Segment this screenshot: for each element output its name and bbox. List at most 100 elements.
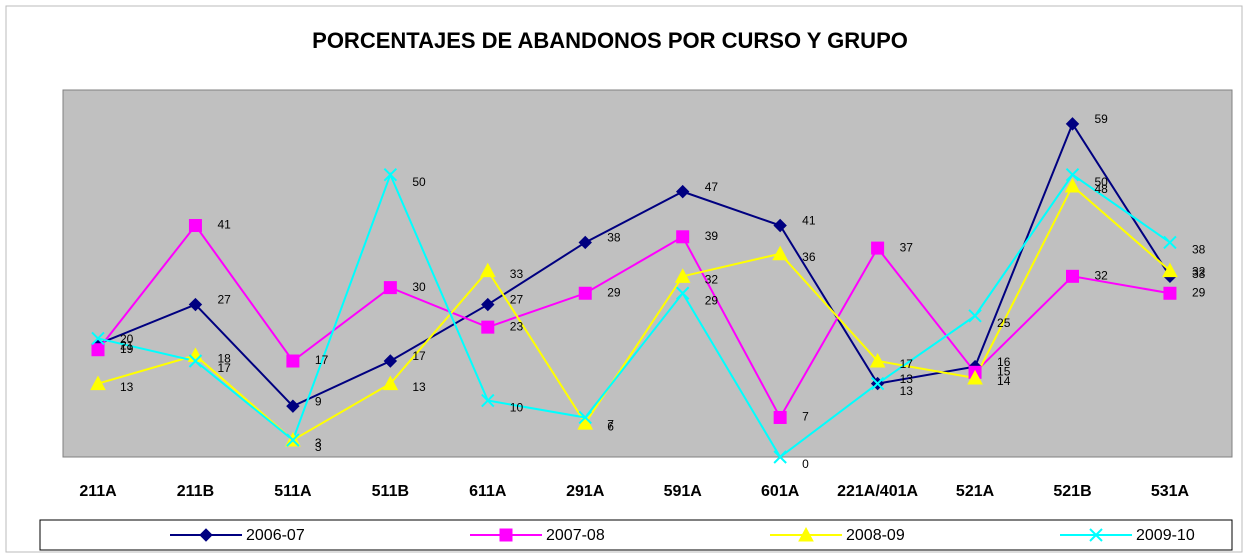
data-label: 3 — [315, 436, 322, 450]
data-label: 7 — [802, 410, 809, 424]
marker — [481, 393, 495, 408]
marker — [91, 343, 105, 357]
legend-label: 2006-07 — [246, 527, 305, 544]
marker — [674, 268, 691, 283]
marker — [578, 286, 592, 300]
data-label: 13 — [900, 384, 914, 398]
marker — [286, 354, 300, 368]
marker — [286, 399, 300, 413]
x-tick-label: 521B — [1053, 483, 1091, 500]
marker — [383, 167, 398, 182]
marker — [1089, 528, 1103, 542]
data-label: 17 — [315, 353, 329, 367]
legend-label: 2007-08 — [546, 527, 605, 544]
marker — [675, 184, 690, 199]
data-label: 32 — [1095, 268, 1109, 282]
legend-label: 2009-10 — [1136, 527, 1195, 544]
x-tick-label: 531A — [1151, 483, 1190, 500]
marker — [382, 375, 399, 391]
marker — [1162, 262, 1178, 278]
marker — [499, 528, 513, 542]
marker — [481, 297, 495, 312]
data-label: 17 — [900, 357, 914, 371]
marker — [1064, 177, 1081, 193]
plot-area — [62, 89, 1233, 458]
marker — [577, 415, 594, 430]
x-tick-label: 611A — [469, 483, 507, 500]
data-label: 33 — [1192, 267, 1206, 281]
data-label: 0 — [802, 457, 809, 471]
series-line — [97, 223, 1171, 420]
marker — [90, 375, 106, 391]
x-tick-label: 211B — [177, 483, 214, 500]
x-tick-label: 511B — [372, 483, 409, 500]
marker — [967, 369, 983, 385]
marker — [869, 352, 886, 368]
marker — [188, 219, 202, 233]
data-label: 27 — [217, 293, 231, 307]
data-label: 39 — [705, 229, 719, 243]
marker — [968, 309, 982, 323]
data-label: 41 — [217, 218, 231, 232]
marker — [1163, 286, 1177, 300]
data-label: 16 — [997, 355, 1011, 369]
marker — [286, 433, 300, 447]
legend-label: 2008-09 — [846, 527, 905, 544]
marker — [773, 410, 787, 424]
marker — [578, 235, 592, 250]
data-label: 15 — [997, 364, 1011, 378]
data-label: 47 — [705, 180, 719, 194]
x-tick-label: 511A — [274, 483, 312, 500]
data-label: 50 — [412, 175, 426, 189]
data-label: 17 — [217, 361, 231, 375]
data-label: 36 — [802, 250, 816, 264]
data-label: 10 — [510, 401, 524, 415]
marker — [188, 354, 203, 368]
marker — [188, 297, 203, 312]
marker — [1163, 235, 1177, 250]
marker — [383, 354, 398, 368]
data-label: 59 — [1095, 112, 1109, 126]
data-label: 13 — [412, 380, 426, 394]
marker — [675, 286, 690, 300]
data-label: 33 — [510, 267, 524, 281]
data-label: 9 — [315, 394, 322, 408]
data-label: 13 — [120, 380, 134, 394]
series-line — [97, 121, 1171, 408]
data-label: 19 — [120, 342, 134, 356]
data-label: 21 — [120, 339, 134, 353]
x-tick-label: 601A — [761, 483, 800, 500]
marker — [481, 320, 495, 334]
data-label: 18 — [217, 352, 231, 366]
data-label: 32 — [1192, 264, 1206, 278]
marker — [383, 281, 397, 295]
x-tick-label: 591A — [664, 483, 703, 500]
marker — [1065, 167, 1080, 182]
data-label: 20 — [120, 332, 134, 346]
marker — [199, 528, 213, 542]
chart-title: PORCENTAJES DE ABANDONOS POR CURSO Y GRU… — [312, 28, 908, 53]
data-label: 14 — [997, 374, 1011, 388]
data-label: 50 — [1095, 175, 1109, 189]
x-tick-label: 221A/401A — [837, 483, 918, 500]
marker — [578, 410, 592, 425]
data-label: 30 — [412, 280, 426, 294]
data-label: 32 — [705, 272, 719, 286]
marker — [798, 526, 814, 542]
x-tick-label: 521A — [956, 483, 995, 500]
marker — [772, 245, 788, 261]
data-label: 29 — [1192, 285, 1206, 299]
marker — [773, 450, 787, 464]
data-label: 41 — [802, 214, 816, 228]
x-tick-label: 291A — [566, 483, 605, 500]
marker — [1065, 117, 1080, 131]
marker — [871, 241, 885, 255]
marker — [479, 262, 496, 278]
x-tick-label: 211A — [79, 483, 117, 500]
marker — [870, 376, 885, 391]
data-label: 37 — [900, 240, 914, 254]
data-label: 48 — [1095, 182, 1109, 196]
data-label: 27 — [510, 293, 524, 307]
marker — [676, 230, 690, 244]
